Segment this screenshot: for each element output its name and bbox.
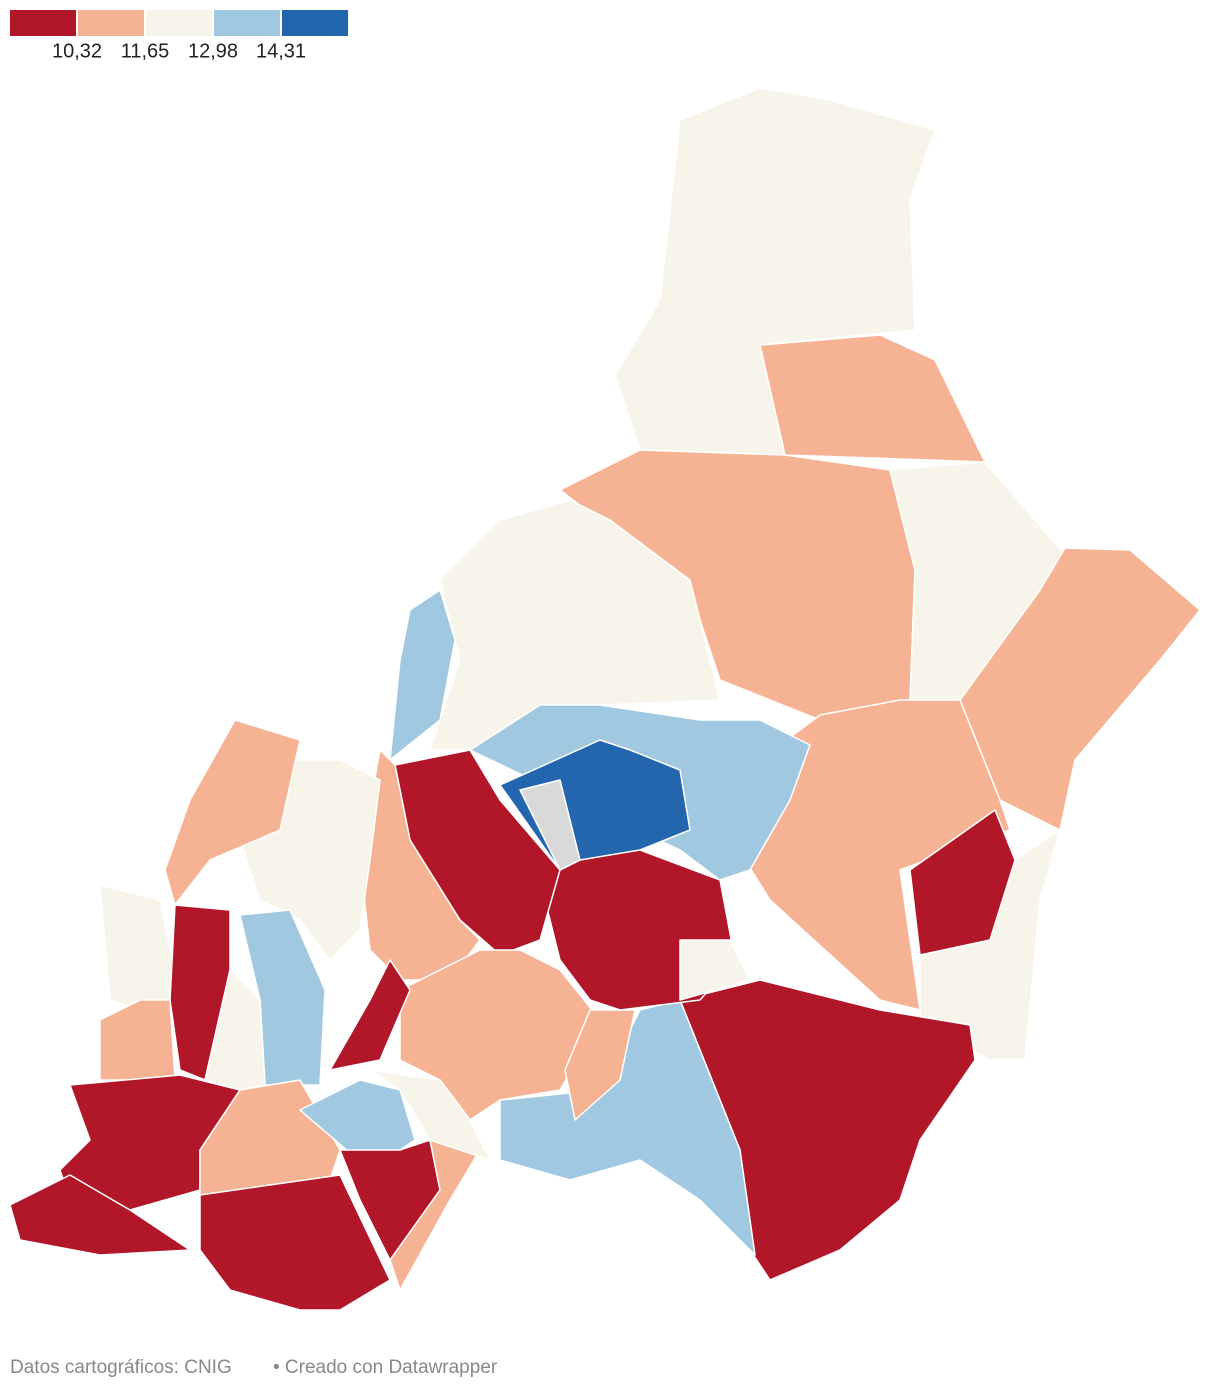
legend-tick-label: 14,31 <box>256 40 306 62</box>
legend-swatch <box>10 10 76 36</box>
region <box>9 1174 191 1256</box>
region <box>389 589 456 761</box>
region <box>369 1069 491 1161</box>
region <box>564 1009 636 1121</box>
credit-note: • Creado con Datawrapper <box>273 1357 498 1378</box>
legend-swatch <box>214 10 280 36</box>
region <box>99 884 181 1011</box>
map <box>9 87 1201 1311</box>
region <box>679 939 751 1001</box>
legend-swatch <box>78 10 144 36</box>
region <box>164 719 301 906</box>
source-note: Datos cartográficos: CNIG <box>10 1357 232 1378</box>
region-no-data <box>519 779 581 871</box>
legend-tick-label: 10,32 <box>52 40 102 62</box>
legend-swatch <box>282 10 348 36</box>
legend-swatch <box>146 10 212 36</box>
region <box>759 334 986 463</box>
region <box>99 999 176 1081</box>
region <box>329 959 411 1071</box>
legend-tick-label: 12,98 <box>188 40 238 62</box>
region <box>909 809 1016 956</box>
region <box>399 949 601 1121</box>
legend-tick-label: 11,65 <box>121 40 170 62</box>
legend: 10,32 11,65 12,98 14,31 <box>10 10 348 62</box>
region <box>59 1074 241 1211</box>
region <box>429 499 721 751</box>
region <box>199 1174 391 1311</box>
region <box>614 87 936 456</box>
region <box>359 749 481 981</box>
